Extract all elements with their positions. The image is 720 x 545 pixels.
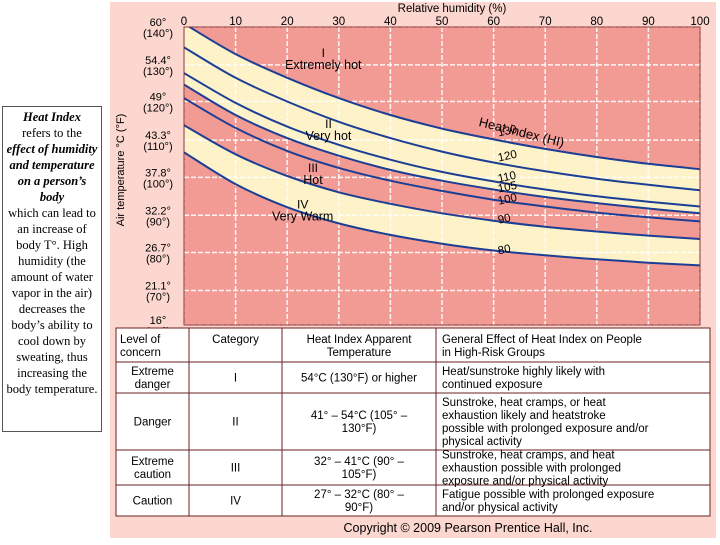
hi-label-100: 100 bbox=[497, 192, 518, 208]
zone-band-III bbox=[184, 125, 700, 266]
zone-band-I bbox=[184, 27, 700, 214]
y-tick-label-f: (120°) bbox=[143, 103, 173, 115]
y-tick-26.7°: 26.7°(80°) bbox=[145, 243, 171, 266]
table-cell-level: Danger bbox=[134, 417, 172, 429]
x-tick-label: 10 bbox=[229, 16, 242, 28]
plot-frame bbox=[183, 26, 701, 326]
hi-curve-120 bbox=[184, 46, 700, 192]
y-tick-label-f: (140°) bbox=[143, 28, 173, 40]
y-tick-label-f: (70°) bbox=[146, 291, 170, 303]
y-tick-54.4°: 54.4°(130°) bbox=[143, 55, 173, 78]
hi-label-110: 110 bbox=[497, 170, 517, 186]
y-tick-label-c: 16° bbox=[150, 315, 167, 327]
heat-index-figure: 130 120 110 105 100 90 80 Heat index (HI) I Extre… bbox=[104, 0, 720, 540]
axes: Relative humidity (%) 0 10 20 30 40 50 60 70 80 90… bbox=[115, 3, 710, 338]
y-tick-label-c: 43.3° bbox=[145, 130, 171, 142]
table-cell-level: Caution bbox=[133, 496, 173, 508]
hi-curve-90 bbox=[184, 124, 700, 240]
zone-label-I: Extremely hot bbox=[285, 58, 362, 72]
y-tick-60°: 60°(140°) bbox=[143, 17, 173, 40]
y-tick-label-c: 49° bbox=[150, 92, 167, 104]
y-tick-label-f: (90°) bbox=[146, 216, 170, 228]
caption-box: Heat Index refers to the effect of humid… bbox=[2, 106, 102, 432]
table-header: Heat Index Apparent Temperature bbox=[307, 334, 413, 359]
zone-label-III: Hot bbox=[303, 173, 323, 187]
x-tick-label: 30 bbox=[332, 16, 345, 28]
zone-label-II: Very hot bbox=[306, 129, 352, 143]
zone-numeral-II: II bbox=[325, 117, 332, 131]
zone-numeral-IV: IV bbox=[297, 198, 308, 212]
y-tick-label-c: 60° bbox=[150, 17, 167, 29]
zone-band-IV bbox=[184, 152, 700, 325]
hi-label-105: 105 bbox=[497, 180, 518, 196]
zone-numeral-III: III bbox=[308, 161, 318, 175]
y-tick-32.2°: 32.2°(90°) bbox=[145, 205, 171, 228]
hi-curve-100 bbox=[184, 97, 700, 223]
hi-curve-130 bbox=[187, 27, 700, 171]
zone-label-IV: Very Warm bbox=[272, 210, 333, 224]
y-tick-label-f: (100°) bbox=[143, 178, 173, 190]
y-tick-label-f: (130°) bbox=[143, 66, 173, 78]
table-cell-level: Extreme caution bbox=[131, 456, 174, 481]
x-tick-label: 20 bbox=[281, 16, 294, 28]
hi-curve-110 bbox=[184, 72, 700, 208]
x-tick-label: 100 bbox=[690, 16, 709, 28]
table-cell-heat_index: 41° – 54°C (105° –130°F) bbox=[311, 410, 408, 435]
y-tick-label-c: 26.7° bbox=[145, 243, 171, 255]
table-cell-level: Extreme danger bbox=[131, 366, 174, 391]
table-header: General Effect of Heat Index on People in… bbox=[442, 334, 642, 359]
caption-text-2: effect of humidity and temperature on a … bbox=[6, 142, 98, 204]
table-cell-effect: Sunstroke, heat cramps, or heat exhaustio… bbox=[442, 397, 649, 448]
y-tick-label-f: (80°) bbox=[146, 254, 170, 266]
table-cell-category: I bbox=[234, 373, 237, 385]
table-cell-heat_index: 32° – 41°C (90° –105°F) bbox=[314, 456, 404, 481]
x-tick-label: 90 bbox=[642, 16, 655, 28]
x-tick-label: 70 bbox=[539, 16, 552, 28]
x-tick-label: 80 bbox=[590, 16, 603, 28]
copyright-text: Copyright © 2009 Pearson Prentice Hall, … bbox=[344, 521, 593, 535]
hi-label-130: 130 bbox=[497, 124, 518, 140]
category-table: Level of concern Category Heat Index Appare… bbox=[115, 327, 711, 517]
y-tick-label-f: (110°) bbox=[143, 141, 172, 153]
table-cell-category: III bbox=[231, 463, 241, 475]
caption-text-1: refers to the bbox=[22, 126, 82, 140]
y-tick-43.3°: 43.3°(110°) bbox=[143, 130, 172, 153]
caption-title: Heat Index bbox=[23, 110, 81, 124]
hi-curve-105 bbox=[184, 83, 700, 215]
table-cell-effect: Fatigue possible with prolonged exposure… bbox=[442, 489, 654, 514]
zone-numeral-I: I bbox=[322, 46, 325, 60]
y-tick-21.1°: 21.1°(70°) bbox=[145, 280, 171, 303]
x-tick-label: 50 bbox=[436, 16, 449, 28]
hi-label-80: 80 bbox=[497, 243, 512, 257]
table-cell-heat_index: 54°C (130°F) or higher bbox=[301, 373, 417, 385]
y-axis-title: Air temperature °C (°F) bbox=[115, 114, 127, 227]
x-axis-title: Relative humidity (%) bbox=[398, 3, 507, 15]
table-header: Level of concern bbox=[120, 334, 161, 359]
table-header: Category bbox=[212, 334, 259, 346]
caption-text-3: which can lead to an increase of body T°… bbox=[6, 206, 98, 396]
x-tick-label: 0 bbox=[181, 16, 187, 28]
table-cell-category: IV bbox=[230, 496, 241, 508]
hi-label-90: 90 bbox=[497, 212, 512, 226]
table-cell-category: II bbox=[232, 417, 238, 429]
hi-curves bbox=[184, 27, 700, 267]
y-tick-37.8°: 37.8°(100°) bbox=[143, 167, 173, 190]
hi-label-120: 120 bbox=[497, 149, 518, 165]
table-cell-heat_index: 27° – 32°C (80° –90°F) bbox=[314, 489, 404, 514]
table-background bbox=[115, 327, 711, 517]
x-tick-label: 60 bbox=[487, 16, 500, 28]
y-tick-label-c: 37.8° bbox=[145, 167, 171, 179]
y-tick-label-c: 21.1° bbox=[145, 280, 171, 292]
y-tick-label-c: 32.2° bbox=[145, 205, 171, 217]
table-cell-effect: Sunstroke, heat cramps, and heat exhausti… bbox=[442, 450, 621, 488]
y-tick-49°: 49°(120°) bbox=[143, 92, 173, 115]
table-cell-effect: Heat/sunstroke highly likely with continu… bbox=[442, 366, 605, 391]
hi-curve-80 bbox=[184, 151, 700, 267]
y-tick-label-c: 54.4° bbox=[145, 55, 171, 67]
x-tick-label: 40 bbox=[384, 16, 397, 28]
